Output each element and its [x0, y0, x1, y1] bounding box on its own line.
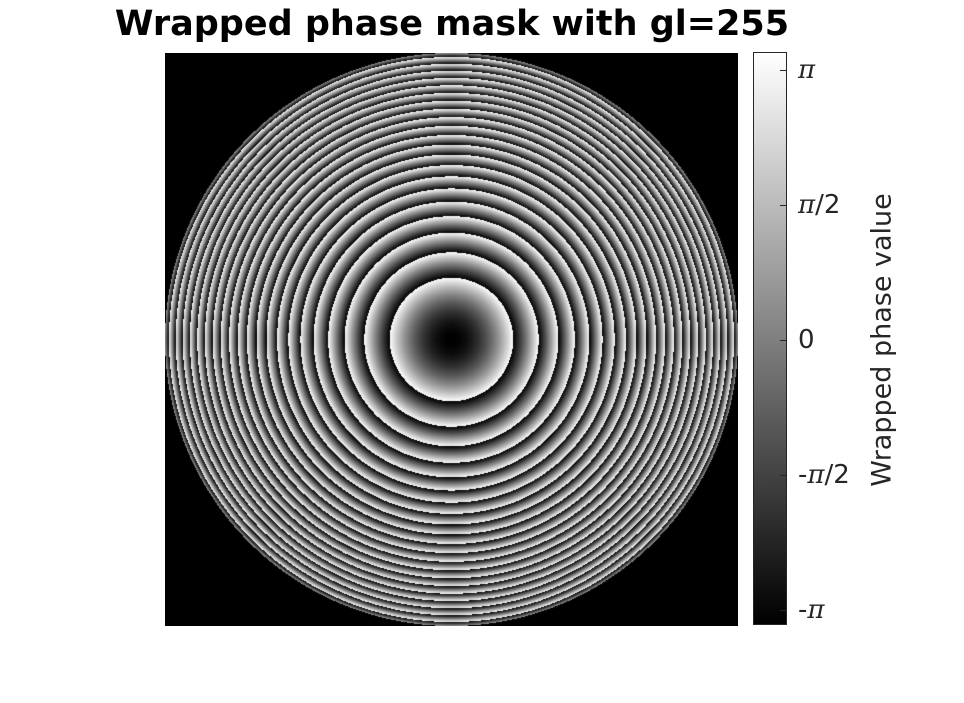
colorbar	[753, 52, 787, 625]
phase-mask-image	[165, 53, 738, 626]
colorbar-tick	[780, 610, 787, 611]
colorbar-tick-label: π/2	[798, 189, 841, 220]
colorbar-tick	[780, 70, 787, 71]
colorbar-label: Wrapped phase value	[866, 193, 898, 487]
colorbar-tick-label: 0	[798, 325, 815, 355]
chart-title: Wrapped phase mask with gl=255	[114, 4, 790, 44]
colorbar-tick-label: -π	[798, 595, 825, 625]
phase-mask-canvas	[165, 53, 738, 626]
colorbar-tick-label: -π/2	[798, 460, 850, 490]
colorbar-tick	[780, 340, 787, 341]
colorbar-tick-label: π	[798, 55, 816, 85]
colorbar-tick	[780, 204, 787, 206]
colorbar-tick	[780, 475, 787, 476]
